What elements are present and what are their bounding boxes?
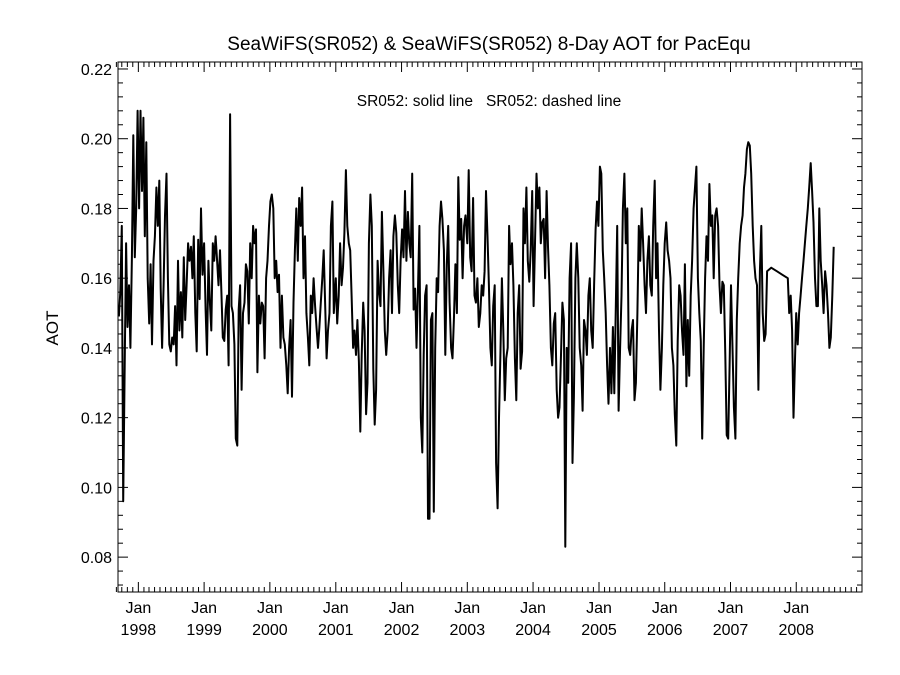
x-tick-label-month: Jan [191, 600, 217, 617]
y-tick-label: 0.12 [81, 411, 112, 428]
x-tick-label-year: 2004 [515, 622, 551, 639]
x-tick-label-year: 2006 [647, 622, 683, 639]
x-tick-label-month: Jan [586, 600, 612, 617]
axis-ticks: 0.08 0.10 0.12 0.14 0.16 0.18 0.20 0.22 Jan 1998 J… [81, 62, 862, 639]
y-tick-label: 0.16 [81, 271, 112, 288]
x-tick-label-month: Jan [125, 600, 151, 617]
x-tick-label-month: Jan [783, 600, 809, 617]
x-tick-label-month: Jan [454, 600, 480, 617]
x-tick-label-year: 2007 [713, 622, 749, 639]
x-tick-label-year: 1998 [121, 622, 157, 639]
y-tick-label: 0.10 [81, 480, 112, 497]
x-tick-label-year: 1999 [186, 622, 222, 639]
series-lines [117, 109, 835, 548]
y-tick-label: 0.14 [81, 341, 112, 358]
x-tick-label-year: 2001 [318, 622, 354, 639]
x-tick-label-year: 2000 [252, 622, 288, 639]
y-tick-label: 0.18 [81, 201, 112, 218]
series-line-sr052 [117, 109, 835, 548]
y-tick-label: 0.20 [81, 132, 112, 149]
x-tick-label-month: Jan [520, 600, 546, 617]
x-tick-label-year: 2008 [778, 622, 814, 639]
chart-title: SeaWiFS(SR052) & SeaWiFS(SR052) 8-Day AO… [227, 34, 750, 55]
y-axis-label: AOT [43, 311, 62, 346]
x-tick-label-year: 2002 [384, 622, 420, 639]
y-tick-label: 0.22 [81, 62, 112, 79]
plot-frame [117, 61, 863, 593]
y-tick-label: 0.08 [81, 550, 112, 567]
x-tick-label-month: Jan [323, 600, 349, 617]
x-tick-label-year: 2003 [450, 622, 486, 639]
x-tick-label-month: Jan [718, 600, 744, 617]
x-tick-label-month: Jan [257, 600, 283, 617]
x-tick-label-month: Jan [652, 600, 678, 617]
x-tick-label-month: Jan [389, 600, 415, 617]
x-tick-label-year: 2005 [581, 622, 617, 639]
axes [117, 61, 863, 593]
legend-annotation: SR052: solid line SR052: dashed line [357, 93, 622, 110]
